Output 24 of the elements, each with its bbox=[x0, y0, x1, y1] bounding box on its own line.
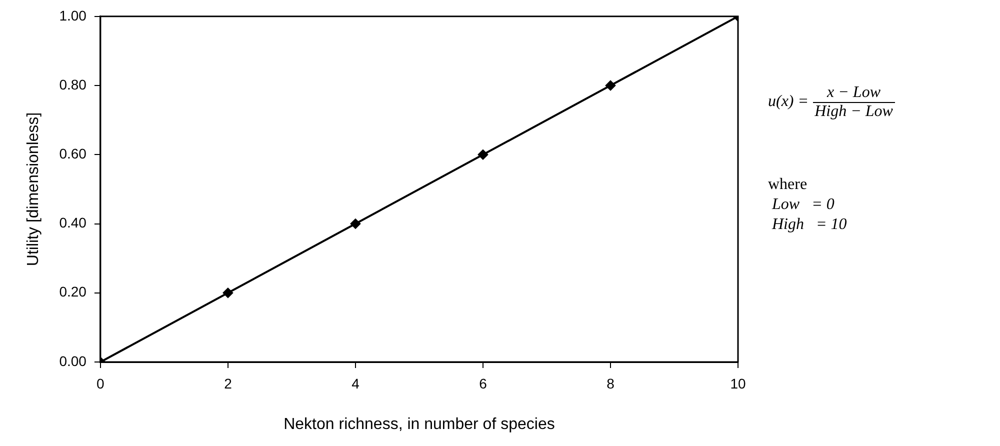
text: where bbox=[768, 175, 808, 195]
text: Low = 0 bbox=[770, 195, 836, 215]
y-tick-label: 0.00 bbox=[59, 352, 87, 369]
x-axis-title: Nekton richness, in number of species bbox=[284, 416, 555, 433]
x-tick-label: 2 bbox=[224, 375, 232, 392]
x-tick-label: 0 bbox=[96, 375, 105, 392]
x-tick-label: 10 bbox=[730, 375, 746, 392]
point bbox=[350, 218, 360, 229]
y-tick-label: 1.00 bbox=[59, 7, 87, 24]
text: High − Low bbox=[814, 103, 894, 121]
y-tick-label: 0.40 bbox=[59, 214, 87, 231]
y-tick-label: 0.20 bbox=[59, 284, 87, 300]
x-tick-label: 4 bbox=[352, 375, 360, 392]
point bbox=[605, 80, 616, 91]
text: High = 10 bbox=[770, 215, 848, 235]
y-tick-label: 0.60 bbox=[59, 146, 87, 162]
y-axis-title: Utility [dimensionless] bbox=[25, 112, 42, 266]
point bbox=[222, 288, 233, 298]
text: x − Low bbox=[812, 84, 895, 103]
x-tick-label: 6 bbox=[479, 375, 488, 392]
x-tick-label: 8 bbox=[606, 375, 615, 392]
y-tick-label: 0.80 bbox=[59, 76, 87, 92]
text: u(x) = bbox=[768, 93, 810, 110]
point bbox=[478, 150, 488, 160]
